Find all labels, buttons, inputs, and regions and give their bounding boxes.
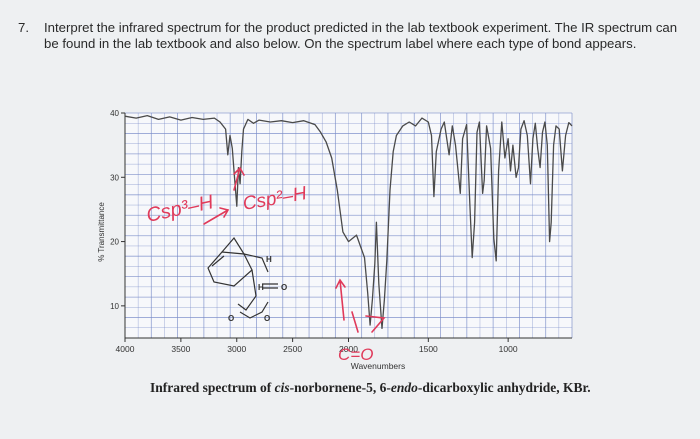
structure-o-right-label: O [264,314,270,323]
structure-h-mid-label: H [258,283,264,292]
x-axis-label: Wavenumbers [351,361,405,371]
y-tick-label: 20 [110,238,119,247]
x-tick-label: 1500 [419,344,438,354]
spectrum-series-line [124,114,573,330]
y-tick-label: 10 [110,302,119,311]
structure-o-left-label: O [228,314,234,323]
question-number: 7. [18,20,29,35]
x-tick-label: 1000 [499,344,518,354]
question-text-block: 7. Interpret the infrared spectrum for t… [18,20,688,52]
y-axis-label: % Transmittance [97,202,106,262]
annotation-arrows [203,166,386,333]
x-tick-label: 2500 [283,344,302,354]
question-prompt: Interpret the infrared spectrum for the … [44,20,678,51]
c-o-annotation: C=O [338,345,373,364]
structure-o-mid-label: O [281,283,287,292]
y-tick-label: 40 [110,109,119,118]
x-tick-label: 3500 [171,344,190,354]
x-tick-label: 2000 [339,344,358,354]
anhydride-structure-drawing [207,236,278,319]
x-tick-label: 4000 [116,344,135,354]
spectrum-caption: Infrared spectrum of cis-norbornene-5, 6… [150,380,591,395]
y-tick-label: 30 [110,173,119,182]
structure-h-top-label: H [266,255,272,264]
x-tick-label: 3000 [227,344,246,354]
